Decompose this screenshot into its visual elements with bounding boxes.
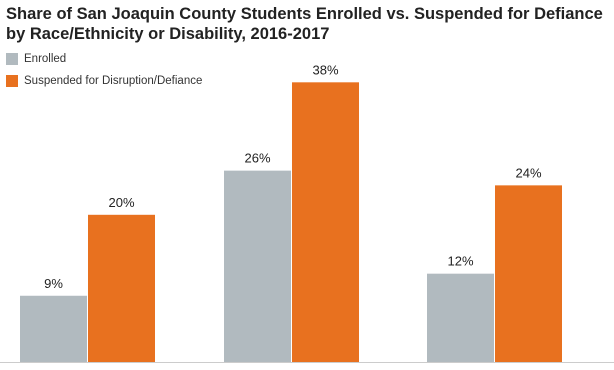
bar: [20, 295, 87, 362]
legend-label: Enrolled: [24, 53, 67, 65]
legend: Enrolled Suspended for Disruption/Defianc…: [6, 48, 202, 92]
legend-item: Suspended for Disruption/Defiance: [6, 70, 202, 92]
bar: [427, 273, 494, 362]
value-label: 20%: [108, 195, 134, 210]
legend-item: Enrolled: [6, 48, 202, 70]
legend-label: Suspended for Disruption/Defiance: [24, 75, 203, 87]
bar: [224, 170, 291, 362]
legend-swatch: [6, 53, 18, 65]
value-label: 38%: [312, 62, 338, 77]
bar: [495, 185, 562, 362]
bar: [292, 82, 359, 362]
chart-title: Share of San Joaquin County Students Enr…: [6, 5, 603, 43]
legend-swatch: [6, 75, 18, 87]
value-label: 12%: [447, 254, 473, 269]
value-label: 24%: [515, 165, 541, 180]
bar: [88, 214, 155, 362]
value-label: 26%: [244, 151, 270, 166]
value-label: 9%: [44, 276, 63, 291]
